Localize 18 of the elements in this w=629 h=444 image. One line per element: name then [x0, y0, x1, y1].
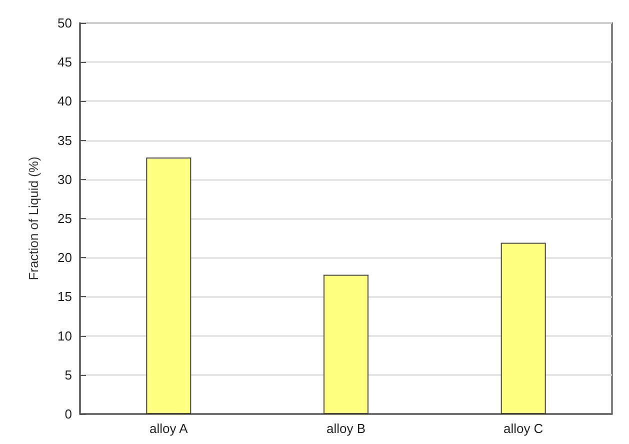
x-tick-label: alloy C	[503, 421, 544, 436]
bar	[324, 274, 368, 414]
y-tick-label: 30	[58, 172, 72, 187]
y-tick-label: 5	[64, 367, 72, 382]
x-tick-label: alloy A	[150, 421, 188, 436]
y-tick-label: 20	[58, 250, 72, 266]
x-tick-label: alloy B	[326, 421, 366, 436]
bar	[146, 158, 192, 414]
y-tick-label: 15	[58, 289, 72, 304]
y-tick-label: 50	[58, 16, 72, 30]
y-tick-label: 45	[58, 54, 72, 70]
y-tick-label: 40	[58, 94, 72, 109]
y-axis-title: Fraction of Liquid (%)	[26, 156, 41, 280]
y-tick-label: 10	[58, 328, 72, 344]
y-tick-label: 25	[58, 211, 72, 226]
bar	[500, 242, 546, 414]
y-tick-label: 35	[58, 132, 72, 148]
y-tick-label: 0	[64, 406, 72, 422]
